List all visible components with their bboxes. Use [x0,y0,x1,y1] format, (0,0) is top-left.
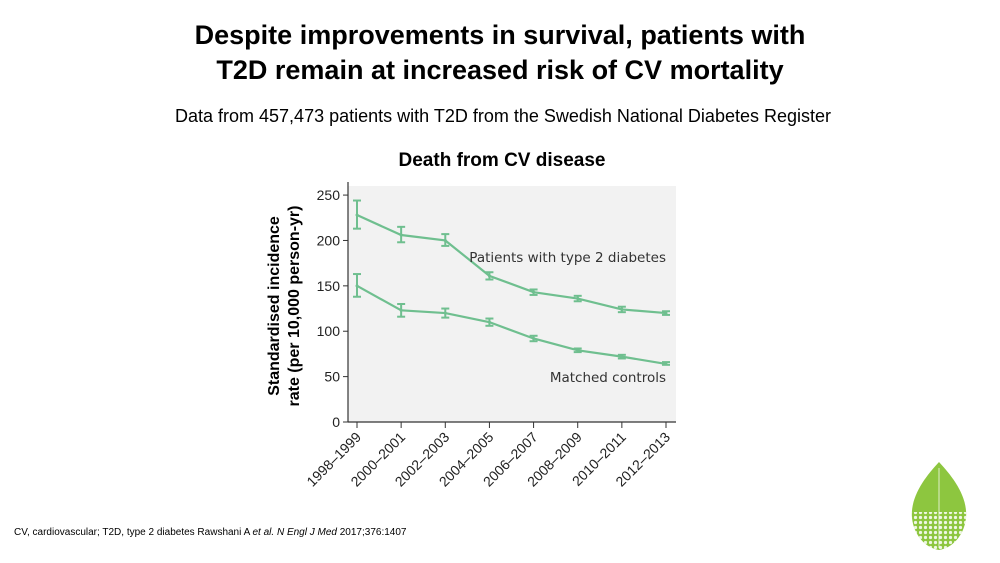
y-tick-label: 150 [317,278,341,294]
y-axis-label-line1: Standardised incidence [266,216,283,396]
data-point [399,308,403,312]
chart-title: Death from CV disease [399,150,606,171]
y-tick-label: 200 [317,232,341,248]
data-point [487,274,491,278]
y-tick-label: 250 [317,187,341,203]
footnote: CV, cardiovascular; T2D, type 2 diabetes… [14,527,406,539]
data-point [443,238,447,242]
data-point [664,362,668,366]
y-tick-label: 50 [324,369,340,385]
data-point [576,297,580,301]
series-matched-controls: Matched controls [353,273,670,386]
y-axis-label-line2: rate (per 10,000 person-yr) [286,206,303,407]
series-line [356,214,667,315]
data-point [576,348,580,352]
slide-title: Despite improvements in survival, patien… [0,18,1000,88]
y-tick-label: 0 [332,414,340,430]
y-tick-label: 100 [317,323,341,339]
slide-title-line1: Despite improvements in survival, patien… [194,20,806,50]
data-point [399,233,403,237]
slide-subtitle: Data from 457,473 patients with T2D from… [175,106,831,126]
data-point [443,311,447,315]
slide-title-line2: T2D remain at increased risk of CV morta… [216,55,784,85]
data-point [355,284,359,288]
footnote-journal: N Engl J Med [276,527,337,538]
footnote-text: CV, cardiovascular; T2D, type 2 diabetes… [14,527,253,538]
data-point [620,307,624,311]
series-label: Matched controls [550,370,666,386]
data-point [355,213,359,217]
data-point [620,355,624,359]
data-point [664,311,668,315]
series-line [356,284,667,365]
data-point [532,336,536,340]
data-point [532,290,536,294]
green-leaf-logo [911,462,967,550]
footnote-etal: et al. [252,527,275,538]
series-type2-diabetes: Patients with type 2 diabetes [353,199,670,316]
footnote-citation: 2017;376:1407 [339,527,407,538]
data-point [487,320,491,324]
series-label: Patients with type 2 diabetes [469,250,666,266]
